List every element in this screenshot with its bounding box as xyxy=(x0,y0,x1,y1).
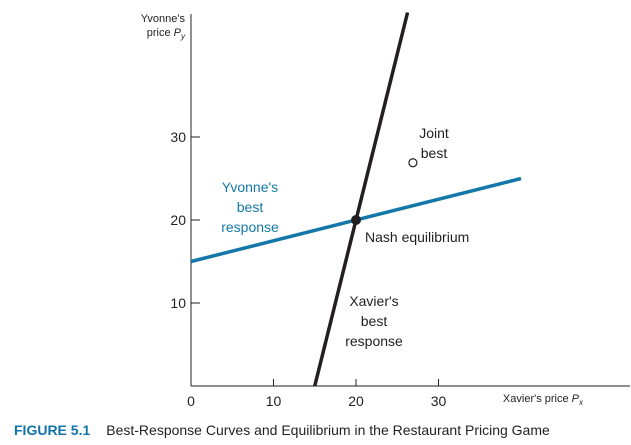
figure-caption: FIGURE 5.1 Best-Response Curves and Equil… xyxy=(14,422,550,438)
xavier-best-response-label: Xavier's xyxy=(349,293,398,309)
joint-best-label: Joint xyxy=(419,125,449,141)
yvonne-best-response-label: Yvonne's xyxy=(222,179,278,195)
yvonne-best-response-label: response xyxy=(221,219,279,235)
y-tick-label: 10 xyxy=(170,295,186,311)
joint-best-label: best xyxy=(421,145,448,161)
best-response-chart: 0 10 20 30 10 20 30 Yvonne's price Py Xavier's p… xyxy=(141,12,630,409)
nash-equilibrium-point xyxy=(351,215,361,225)
yvonne-best-response-label: best xyxy=(237,199,264,215)
x-tick-label: 30 xyxy=(431,393,447,409)
joint-best-point xyxy=(408,158,418,168)
y-tick-label: 30 xyxy=(170,129,186,145)
y-axis-label-line2: price Py xyxy=(147,27,186,41)
x-axis-label: Xavier's price Px xyxy=(503,393,584,407)
y-tick-label: 20 xyxy=(170,212,186,228)
xavier-best-response-line xyxy=(313,12,410,387)
nash-equilibrium-label: Nash equilibrium xyxy=(365,229,469,245)
chart: 0 10 20 30 10 20 30 Yvonne's price Py Xavier's p… xyxy=(141,12,630,409)
y-axis-label-line1: Yvonne's xyxy=(141,13,186,25)
xavier-best-response-label: response xyxy=(345,333,403,349)
xavier-best-response-label: best xyxy=(361,313,388,329)
x-tick-label: 20 xyxy=(348,393,364,409)
x-tick-label: 10 xyxy=(266,393,282,409)
figure-number: FIGURE 5.1 xyxy=(14,422,91,438)
x-tick-label: 0 xyxy=(187,393,195,409)
figure-caption-text: Best-Response Curves and Equilibrium in … xyxy=(106,422,550,438)
